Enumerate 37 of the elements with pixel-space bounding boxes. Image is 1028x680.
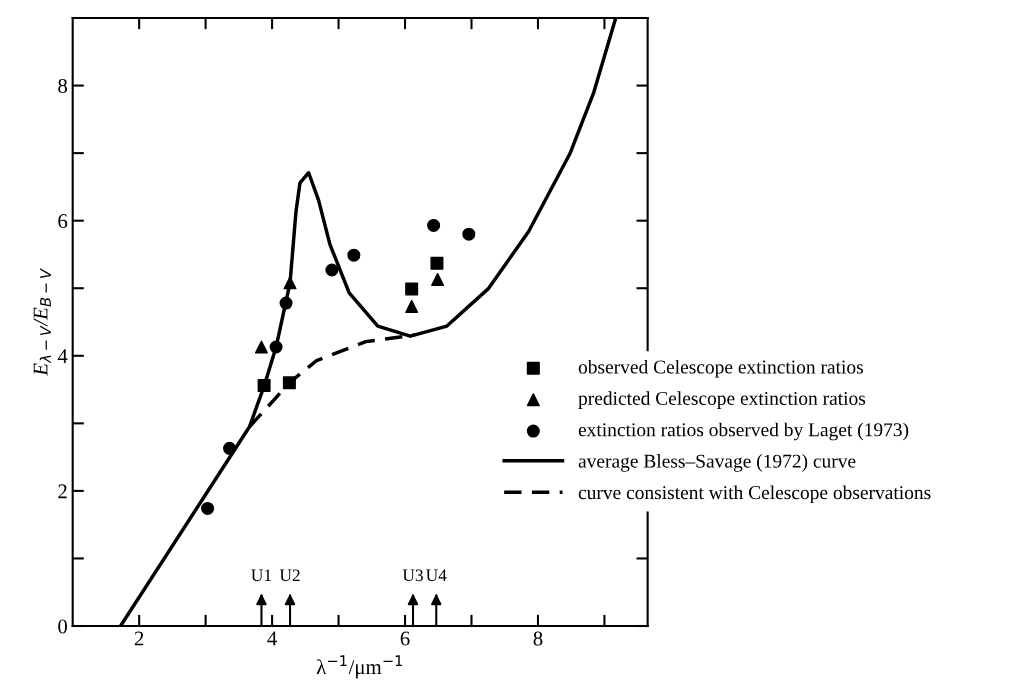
- point: [282, 376, 296, 390]
- point: [405, 299, 419, 313]
- point: [325, 263, 339, 277]
- point: [430, 256, 444, 270]
- y-tick-label: 6: [58, 214, 68, 229]
- point: [405, 282, 419, 296]
- point: [427, 218, 441, 232]
- point: [347, 248, 361, 262]
- y-tick-label: 8: [58, 78, 68, 94]
- legend-label: average Bless–Savage (1972) curve: [578, 454, 856, 472]
- y-tick-label: 2: [58, 484, 67, 499]
- line-series: [247, 333, 417, 429]
- point: [283, 276, 297, 290]
- y-axis-title: E$_{λ−V}$/E$_{B−V}$: [33, 268, 51, 376]
- point: [201, 501, 215, 515]
- point: [431, 272, 445, 286]
- legend-label: observed Celescope extinction ratios: [578, 359, 863, 378]
- x-tick-label: 4: [267, 631, 277, 646]
- point: [223, 441, 237, 455]
- point: [279, 296, 293, 310]
- ref-line-label: U3: [402, 569, 423, 582]
- legend-label: extinction ratios observed by Laget (1973): [578, 422, 909, 441]
- x-tick-label: 8: [533, 631, 543, 646]
- ref-line-label: U2: [279, 569, 300, 582]
- ref-line-label: U1: [251, 569, 272, 582]
- legend-label: curve consistent with Celescope observations: [578, 485, 931, 504]
- legend-label: predicted Celescope extinction ratios: [578, 391, 866, 409]
- ref-line-label: U4: [426, 569, 447, 582]
- y-tick-label: 4: [57, 349, 68, 364]
- point: [257, 379, 271, 393]
- x-tick-label: 2: [134, 631, 144, 646]
- x-tick-label: 6: [400, 631, 410, 646]
- point: [462, 227, 476, 241]
- point: [269, 340, 283, 354]
- x-axis-title: λ$^{−1}$/μm$^{−1}$: [316, 655, 403, 679]
- y-tick-label: 0: [58, 619, 68, 634]
- point: [254, 340, 268, 354]
